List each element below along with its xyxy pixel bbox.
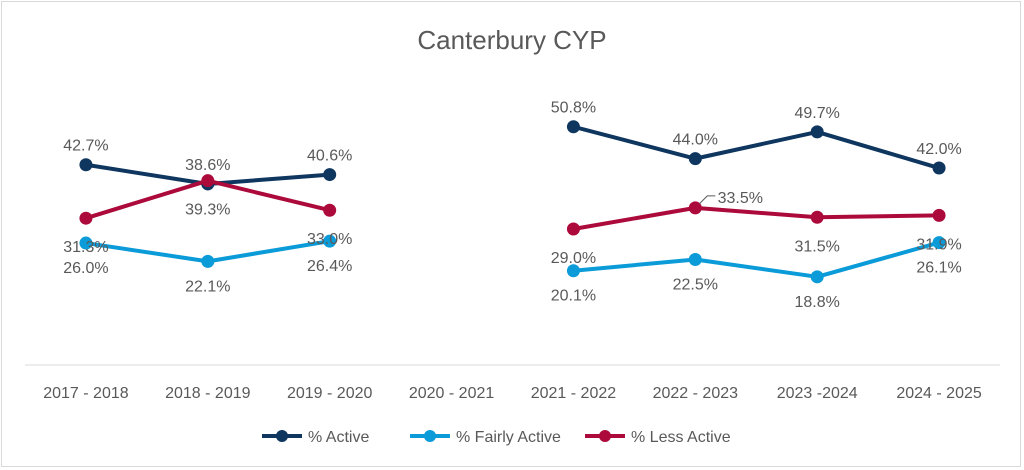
data-point <box>79 158 93 172</box>
data-point <box>566 120 580 134</box>
data-point <box>201 254 215 268</box>
leader-line <box>698 195 716 205</box>
data-point <box>688 252 702 266</box>
data-label: 31.9% <box>916 236 961 253</box>
legend-marker <box>276 430 288 442</box>
data-point <box>323 203 337 217</box>
series-line <box>573 240 940 279</box>
x-tick-label: 2024 - 2025 <box>896 385 982 402</box>
data-point <box>566 264 580 278</box>
data-label: 29.0% <box>551 250 596 267</box>
data-label: 33.0% <box>307 231 352 248</box>
data-label: 44.0% <box>673 132 718 149</box>
data-label: 49.7% <box>795 105 840 122</box>
x-tick-label: 2019 - 2020 <box>287 385 373 402</box>
data-point <box>810 125 824 139</box>
data-label: 42.0% <box>916 141 961 158</box>
legend-item: % Active <box>262 429 369 446</box>
series-line <box>573 205 940 231</box>
data-point <box>810 210 824 224</box>
data-point <box>79 211 93 225</box>
legend-item: % Less Active <box>585 429 731 446</box>
data-point <box>688 201 702 215</box>
data-point <box>688 152 702 166</box>
data-point <box>932 236 946 250</box>
series-1 <box>79 234 946 284</box>
legend-item: % Fairly Active <box>410 429 561 446</box>
data-label: 38.6% <box>185 157 230 174</box>
series-2 <box>79 174 946 236</box>
data-label: 42.7% <box>63 138 108 155</box>
data-label: 18.8% <box>795 294 840 311</box>
data-label: 26.0% <box>63 260 108 277</box>
data-label: 26.4% <box>307 258 352 275</box>
legend-marker <box>599 430 611 442</box>
data-point <box>323 168 337 182</box>
legend-label: % Less Active <box>631 429 731 446</box>
data-label: 33.5% <box>718 190 763 207</box>
data-label: 50.8% <box>551 100 596 117</box>
data-label: 31.3% <box>63 239 108 256</box>
data-label: 22.5% <box>673 276 718 293</box>
series-line <box>572 124 940 170</box>
x-tick-label: 2021 - 2022 <box>531 385 617 402</box>
legend-label: % Fairly Active <box>456 429 561 446</box>
data-point <box>566 222 580 236</box>
data-point <box>932 208 946 222</box>
legend-marker <box>424 430 436 442</box>
data-point <box>932 161 946 175</box>
x-tick-label: 2018 - 2019 <box>165 385 251 402</box>
data-point <box>323 234 337 248</box>
chart-title: Canterbury CYP <box>417 25 606 55</box>
x-tick-label: 2022 - 2023 <box>653 385 739 402</box>
data-point <box>201 174 215 188</box>
x-tick-label: 2020 - 2021 <box>409 385 495 402</box>
data-label: 20.1% <box>551 288 596 305</box>
x-tick-label: 2023 -2024 <box>777 385 858 402</box>
data-label: 39.3% <box>185 202 230 219</box>
x-tick-label: 2017 - 2018 <box>43 385 129 402</box>
data-label: 22.1% <box>185 278 230 295</box>
data-label: 26.1% <box>916 260 961 277</box>
data-label: 40.6% <box>307 148 352 165</box>
data-point <box>79 236 93 250</box>
data-point <box>810 270 824 284</box>
legend-label: % Active <box>308 429 369 446</box>
data-label: 31.5% <box>795 238 840 255</box>
